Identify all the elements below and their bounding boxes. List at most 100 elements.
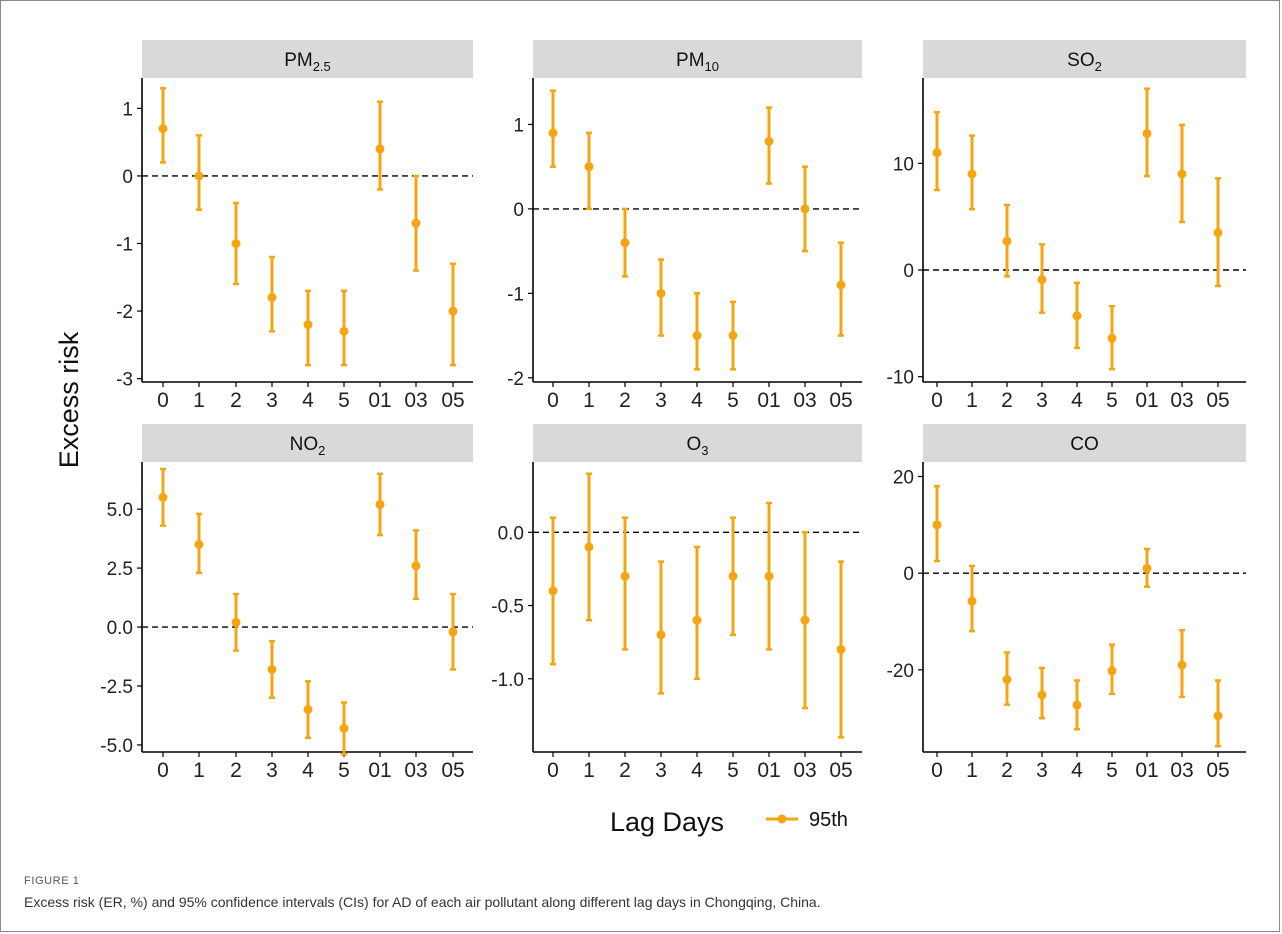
point-estimate (548, 586, 558, 596)
point-estimate (800, 204, 810, 214)
x-tick-label: 03 (404, 759, 427, 782)
x-tick-label: 2 (230, 389, 242, 412)
y-tick-label: -5.0 (100, 736, 133, 757)
point-estimate (194, 540, 204, 550)
point-estimate (584, 162, 594, 172)
x-tick-label: 1 (193, 389, 205, 412)
legend-marker (777, 814, 787, 824)
y-tick-label: 0 (903, 261, 914, 282)
y-tick-label: 0 (122, 167, 133, 188)
x-tick-label: 03 (404, 389, 427, 412)
point-estimate (1142, 128, 1152, 138)
point-estimate (448, 306, 458, 316)
y-tick-label: -1.0 (491, 670, 524, 691)
x-tick-label: 01 (1135, 389, 1158, 412)
x-tick-label: 0 (157, 389, 169, 412)
point-estimate (267, 293, 277, 303)
point-estimate (1037, 275, 1047, 285)
point-estimate (584, 542, 594, 552)
figure-caption: Excess risk (ER, %) and 95% confidence i… (24, 894, 821, 910)
x-tick-label: 3 (655, 759, 667, 782)
x-tick-label: 3 (266, 389, 278, 412)
point-estimate (339, 326, 349, 336)
x-tick-label: 2 (230, 759, 242, 782)
point-estimate (836, 280, 846, 290)
y-tick-label: 10 (893, 154, 914, 175)
y-tick-label: -1 (116, 235, 133, 256)
panel-strip (142, 40, 473, 78)
x-tick-label: 1 (966, 389, 978, 412)
panel-title: PM10 (676, 50, 719, 74)
x-tick-label: 3 (1036, 759, 1048, 782)
x-tick-label: 4 (1071, 759, 1083, 782)
y-tick-label: -2.5 (100, 677, 133, 698)
y-tick-label: 5.0 (107, 500, 133, 521)
x-tick-label: 1 (966, 759, 978, 782)
y-tick-label: -3 (116, 370, 133, 391)
x-tick-label: 4 (302, 389, 314, 412)
x-tick-label: 5 (727, 389, 739, 412)
point-estimate (932, 520, 942, 530)
point-estimate (800, 615, 810, 625)
point-estimate (1072, 311, 1082, 321)
x-tick-label: 1 (583, 389, 595, 412)
y-tick-label: 20 (893, 468, 914, 489)
point-estimate (1037, 690, 1047, 700)
panel-title: NO2 (290, 434, 326, 458)
x-tick-label: 03 (793, 389, 816, 412)
panel-strip (533, 424, 862, 462)
point-estimate (728, 571, 738, 581)
point-estimate (231, 239, 241, 249)
x-tick-label: 0 (157, 759, 169, 782)
y-tick-label: 0.0 (107, 618, 133, 639)
x-tick-label: 01 (1135, 759, 1158, 782)
x-tick-label: 2 (619, 389, 631, 412)
x-tick-label: 03 (1170, 389, 1193, 412)
point-estimate (158, 124, 168, 134)
x-axis-title: Lag Days (610, 807, 724, 837)
point-estimate (339, 723, 349, 733)
point-estimate (548, 128, 558, 138)
y-tick-label: -10 (887, 368, 914, 389)
legend-label: 95th (809, 809, 848, 831)
panel-title: CO (1070, 434, 1099, 455)
x-tick-label: 2 (619, 759, 631, 782)
point-estimate (1213, 711, 1223, 721)
point-estimate (1002, 675, 1012, 684)
x-tick-label: 3 (266, 759, 278, 782)
point-estimate (375, 499, 385, 509)
x-tick-label: 5 (338, 389, 350, 412)
point-estimate (1177, 660, 1187, 670)
x-tick-label: 5 (727, 759, 739, 782)
y-tick-label: -2 (507, 369, 524, 390)
x-tick-label: 4 (302, 759, 314, 782)
x-tick-label: 1 (193, 759, 205, 782)
x-tick-label: 05 (441, 759, 464, 782)
point-estimate (1177, 169, 1187, 179)
point-estimate (764, 136, 774, 146)
point-estimate (1213, 228, 1223, 238)
point-estimate (620, 571, 630, 581)
x-tick-label: 3 (1036, 389, 1048, 412)
x-tick-label: 0 (931, 759, 943, 782)
y-tick-label: 0.0 (498, 523, 524, 544)
point-estimate (1107, 666, 1117, 676)
panel-no2: NO2-5.0-2.50.02.55.00 1 2 3 4 5 01 03 05 (100, 424, 473, 782)
x-tick-label: 01 (368, 759, 391, 782)
x-tick-label: 4 (691, 759, 703, 782)
x-tick-label: 5 (1106, 759, 1118, 782)
point-estimate (303, 705, 313, 715)
point-estimate (967, 169, 977, 179)
x-tick-label: 03 (793, 759, 816, 782)
point-estimate (692, 331, 702, 341)
x-tick-label: 03 (1170, 759, 1193, 782)
x-tick-label: 3 (655, 389, 667, 412)
legend: 95th (766, 809, 848, 831)
point-estimate (158, 492, 168, 502)
panel-title: SO2 (1067, 50, 1102, 74)
